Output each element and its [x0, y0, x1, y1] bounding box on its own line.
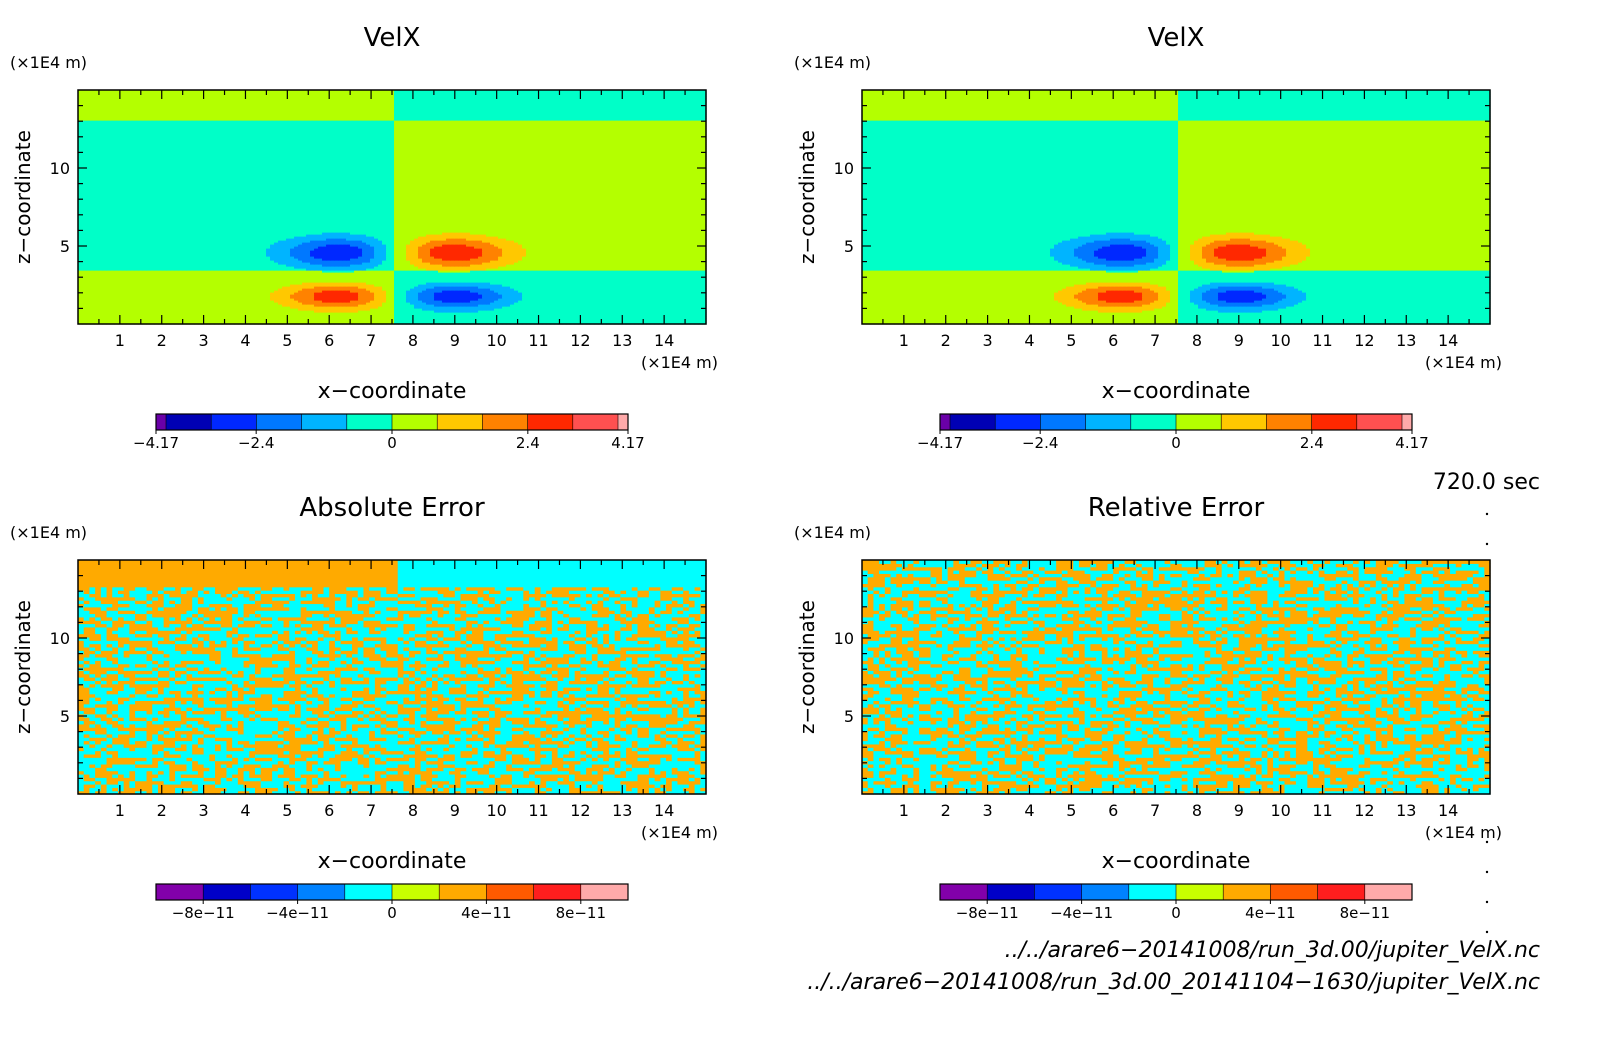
figure-canvas: VelX(×1E4 m)1 2 3 4 5 6 7 8 9 10 11 12 13 14510(×1E4 … [0, 0, 1604, 1054]
heatmap-cells [78, 90, 707, 325]
panel-title: VelX [364, 23, 421, 53]
panel-1: VelX(×1E4 m)1 2 3 4 5 6 7 8 9 10 11 12 13 14510(×1E4 … [10, 23, 718, 452]
y-unit-label: (×1E4 m) [10, 53, 87, 72]
